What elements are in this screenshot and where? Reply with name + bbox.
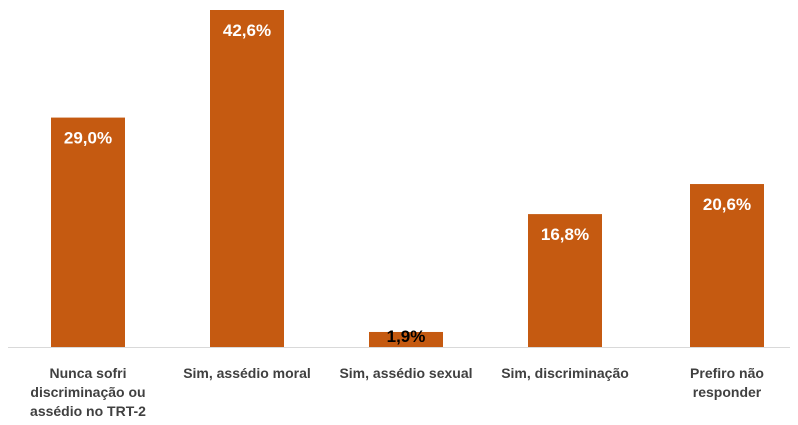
- category-label-line: responder: [693, 384, 762, 400]
- category-label-line: Nunca sofri: [49, 365, 126, 381]
- data-label: 29,0%: [64, 129, 112, 148]
- category-label: Sim, assédio moral: [183, 365, 311, 381]
- category-labels-group: Nunca sofri discriminação ou assédio no TR…: [30, 365, 764, 419]
- bar: [528, 214, 602, 347]
- bars-group: [51, 10, 764, 347]
- data-label: 20,6%: [703, 195, 751, 214]
- data-label: 42,6%: [223, 21, 271, 40]
- category-label-line: Sim, discriminação: [501, 365, 629, 381]
- category-label-line: Sim, assédio sexual: [339, 365, 472, 381]
- bar: [690, 184, 764, 347]
- category-label-line: Sim, assédio moral: [183, 365, 311, 381]
- data-label: 1,9%: [387, 327, 426, 346]
- category-label: Sim, assédio sexual: [339, 365, 472, 381]
- bar: [369, 331, 443, 347]
- bar: [51, 117, 125, 347]
- category-label: Prefiro não responder: [690, 365, 764, 400]
- category-label: Sim, discriminação: [501, 365, 629, 381]
- category-label-line: assédio no TRT-2: [30, 403, 146, 419]
- data-label: 16,8%: [541, 225, 589, 244]
- category-label-line: Prefiro não: [690, 365, 764, 381]
- data-labels-group: 29,0% 42,6% 1,9% 16,8% 20,6%: [64, 21, 751, 346]
- category-label: Nunca sofri discriminação ou assédio no TR…: [30, 365, 146, 419]
- bar: [210, 10, 284, 347]
- category-label-line: discriminação ou: [30, 384, 145, 400]
